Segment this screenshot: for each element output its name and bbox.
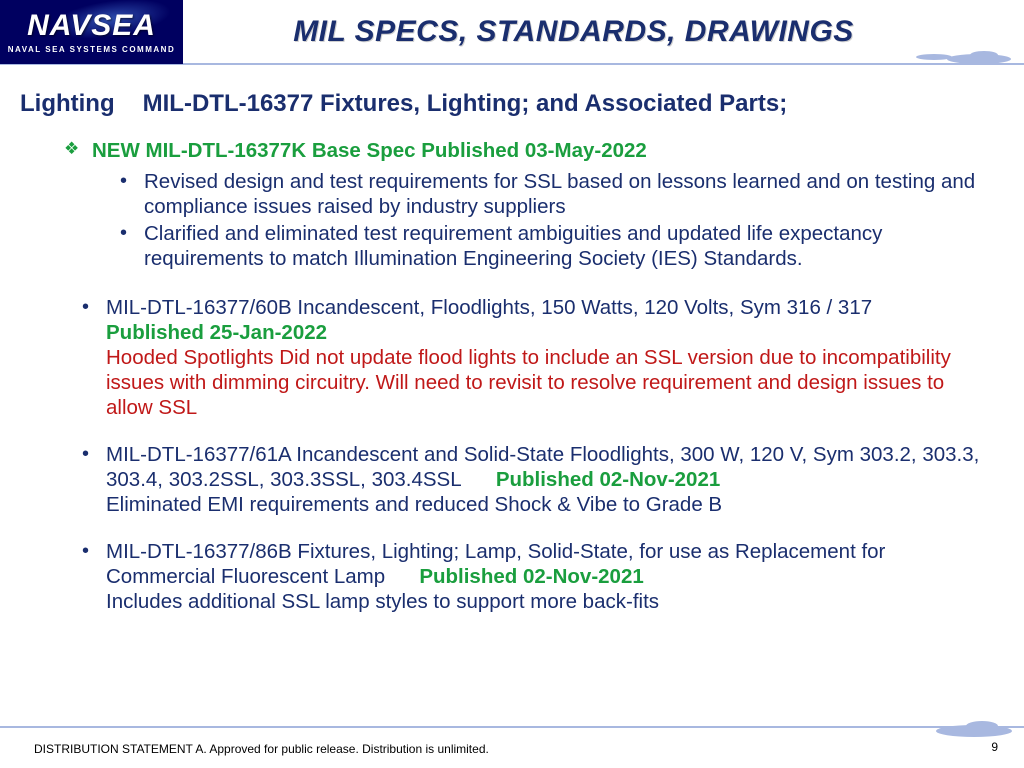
- sub-bullet: Clarified and eliminated test requiremen…: [144, 221, 984, 271]
- new-spec-label: NEW MIL-DTL-16377K Base Spec Published 0…: [92, 139, 647, 162]
- new-spec-sublist: Revised design and test requirements for…: [144, 169, 984, 271]
- spec-line: MIL-DTL-16377/60B Incandescent, Floodlig…: [106, 296, 872, 319]
- spec-desc: Eliminated EMI requirements and reduced …: [106, 493, 722, 516]
- subtitle-spec: MIL-DTL-16377 Fixtures, Lighting; and As…: [143, 90, 788, 117]
- page-title: MIL SPECS, STANDARDS, DRAWINGS: [183, 15, 1024, 49]
- content-body: NEW MIL-DTL-16377K Base Spec Published 0…: [0, 128, 1024, 614]
- spec-pub-date: Published 02-Nov-2021: [496, 468, 720, 491]
- main-spec-list: MIL-DTL-16377/60B Incandescent, Floodlig…: [106, 295, 984, 614]
- spec-item: MIL-DTL-16377/60B Incandescent, Floodlig…: [106, 295, 984, 420]
- spec-note-red: Hooded Spotlights Did not update flood l…: [106, 346, 951, 419]
- cloud-decoration-top: [914, 43, 1014, 63]
- header: NAVSEA NAVAL SEA SYSTEMS COMMAND MIL SPE…: [0, 0, 1024, 65]
- footer: DISTRIBUTION STATEMENT A. Approved for p…: [0, 726, 1024, 768]
- spec-desc: Includes additional SSL lamp styles to s…: [106, 590, 659, 613]
- spec-item: MIL-DTL-16377/86B Fixtures, Lighting; La…: [106, 539, 984, 614]
- new-spec-item: NEW MIL-DTL-16377K Base Spec Published 0…: [92, 138, 984, 163]
- page-number: 9: [991, 740, 998, 754]
- spec-item: MIL-DTL-16377/61A Incandescent and Solid…: [106, 442, 984, 517]
- spec-pub-date: Published 02-Nov-2021: [419, 565, 643, 588]
- cloud-decoration-bottom: [904, 716, 1014, 738]
- subtitle-category: Lighting: [20, 90, 115, 117]
- subtitle: Lighting MIL-DTL-16377 Fixtures, Lighting…: [0, 65, 1024, 128]
- distribution-statement: DISTRIBUTION STATEMENT A. Approved for p…: [34, 742, 489, 756]
- navsea-logo: NAVSEA NAVAL SEA SYSTEMS COMMAND: [0, 0, 183, 64]
- logo-main-text: NAVSEA: [27, 9, 156, 43]
- logo-sub-text: NAVAL SEA SYSTEMS COMMAND: [8, 45, 175, 54]
- sub-bullet: Revised design and test requirements for…: [144, 169, 984, 219]
- spec-pub-date: Published 25-Jan-2022: [106, 321, 327, 344]
